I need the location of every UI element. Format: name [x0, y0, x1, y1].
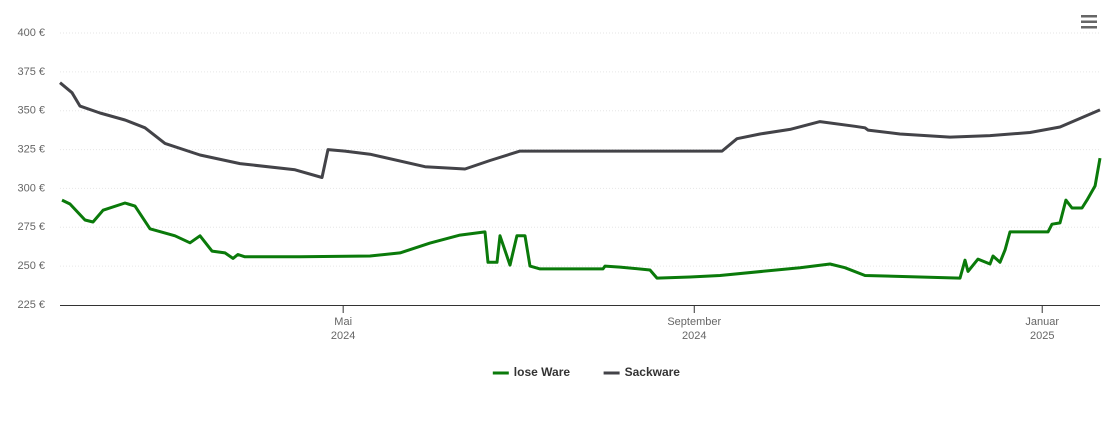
y-tick-label: 225 €: [17, 299, 45, 311]
x-tick-label: 2024: [331, 330, 355, 342]
menu-bar[interactable]: [1081, 20, 1097, 24]
x-tick-label: Mai: [334, 316, 352, 328]
y-tick-label: 350 €: [17, 105, 45, 117]
line-series: [61, 157, 1102, 280]
legend-item[interactable]: lose Ware: [492, 365, 571, 379]
y-tick-label: 400 €: [17, 27, 45, 39]
menu-button[interactable]: [1078, 12, 1100, 32]
line-series: [59, 81, 1101, 179]
x-tick-label: 2025: [1030, 330, 1054, 342]
y-tick-label: 325 €: [17, 143, 45, 155]
menu-bar[interactable]: [1081, 15, 1097, 18]
legend-item[interactable]: Sackware: [603, 365, 681, 379]
y-tick-label: 375 €: [17, 66, 45, 78]
y-tick-label: 300 €: [17, 182, 45, 194]
x-tick-label: Januar: [1025, 316, 1059, 328]
y-tick-label: 250 €: [17, 260, 45, 272]
legend-label[interactable]: lose Ware: [514, 365, 571, 379]
y-tick-label: 275 €: [17, 221, 45, 233]
x-tick-label: September: [667, 316, 721, 328]
menu-bar[interactable]: [1081, 26, 1097, 29]
x-tick-label: 2024: [682, 330, 706, 342]
legend-label[interactable]: Sackware: [625, 365, 681, 379]
